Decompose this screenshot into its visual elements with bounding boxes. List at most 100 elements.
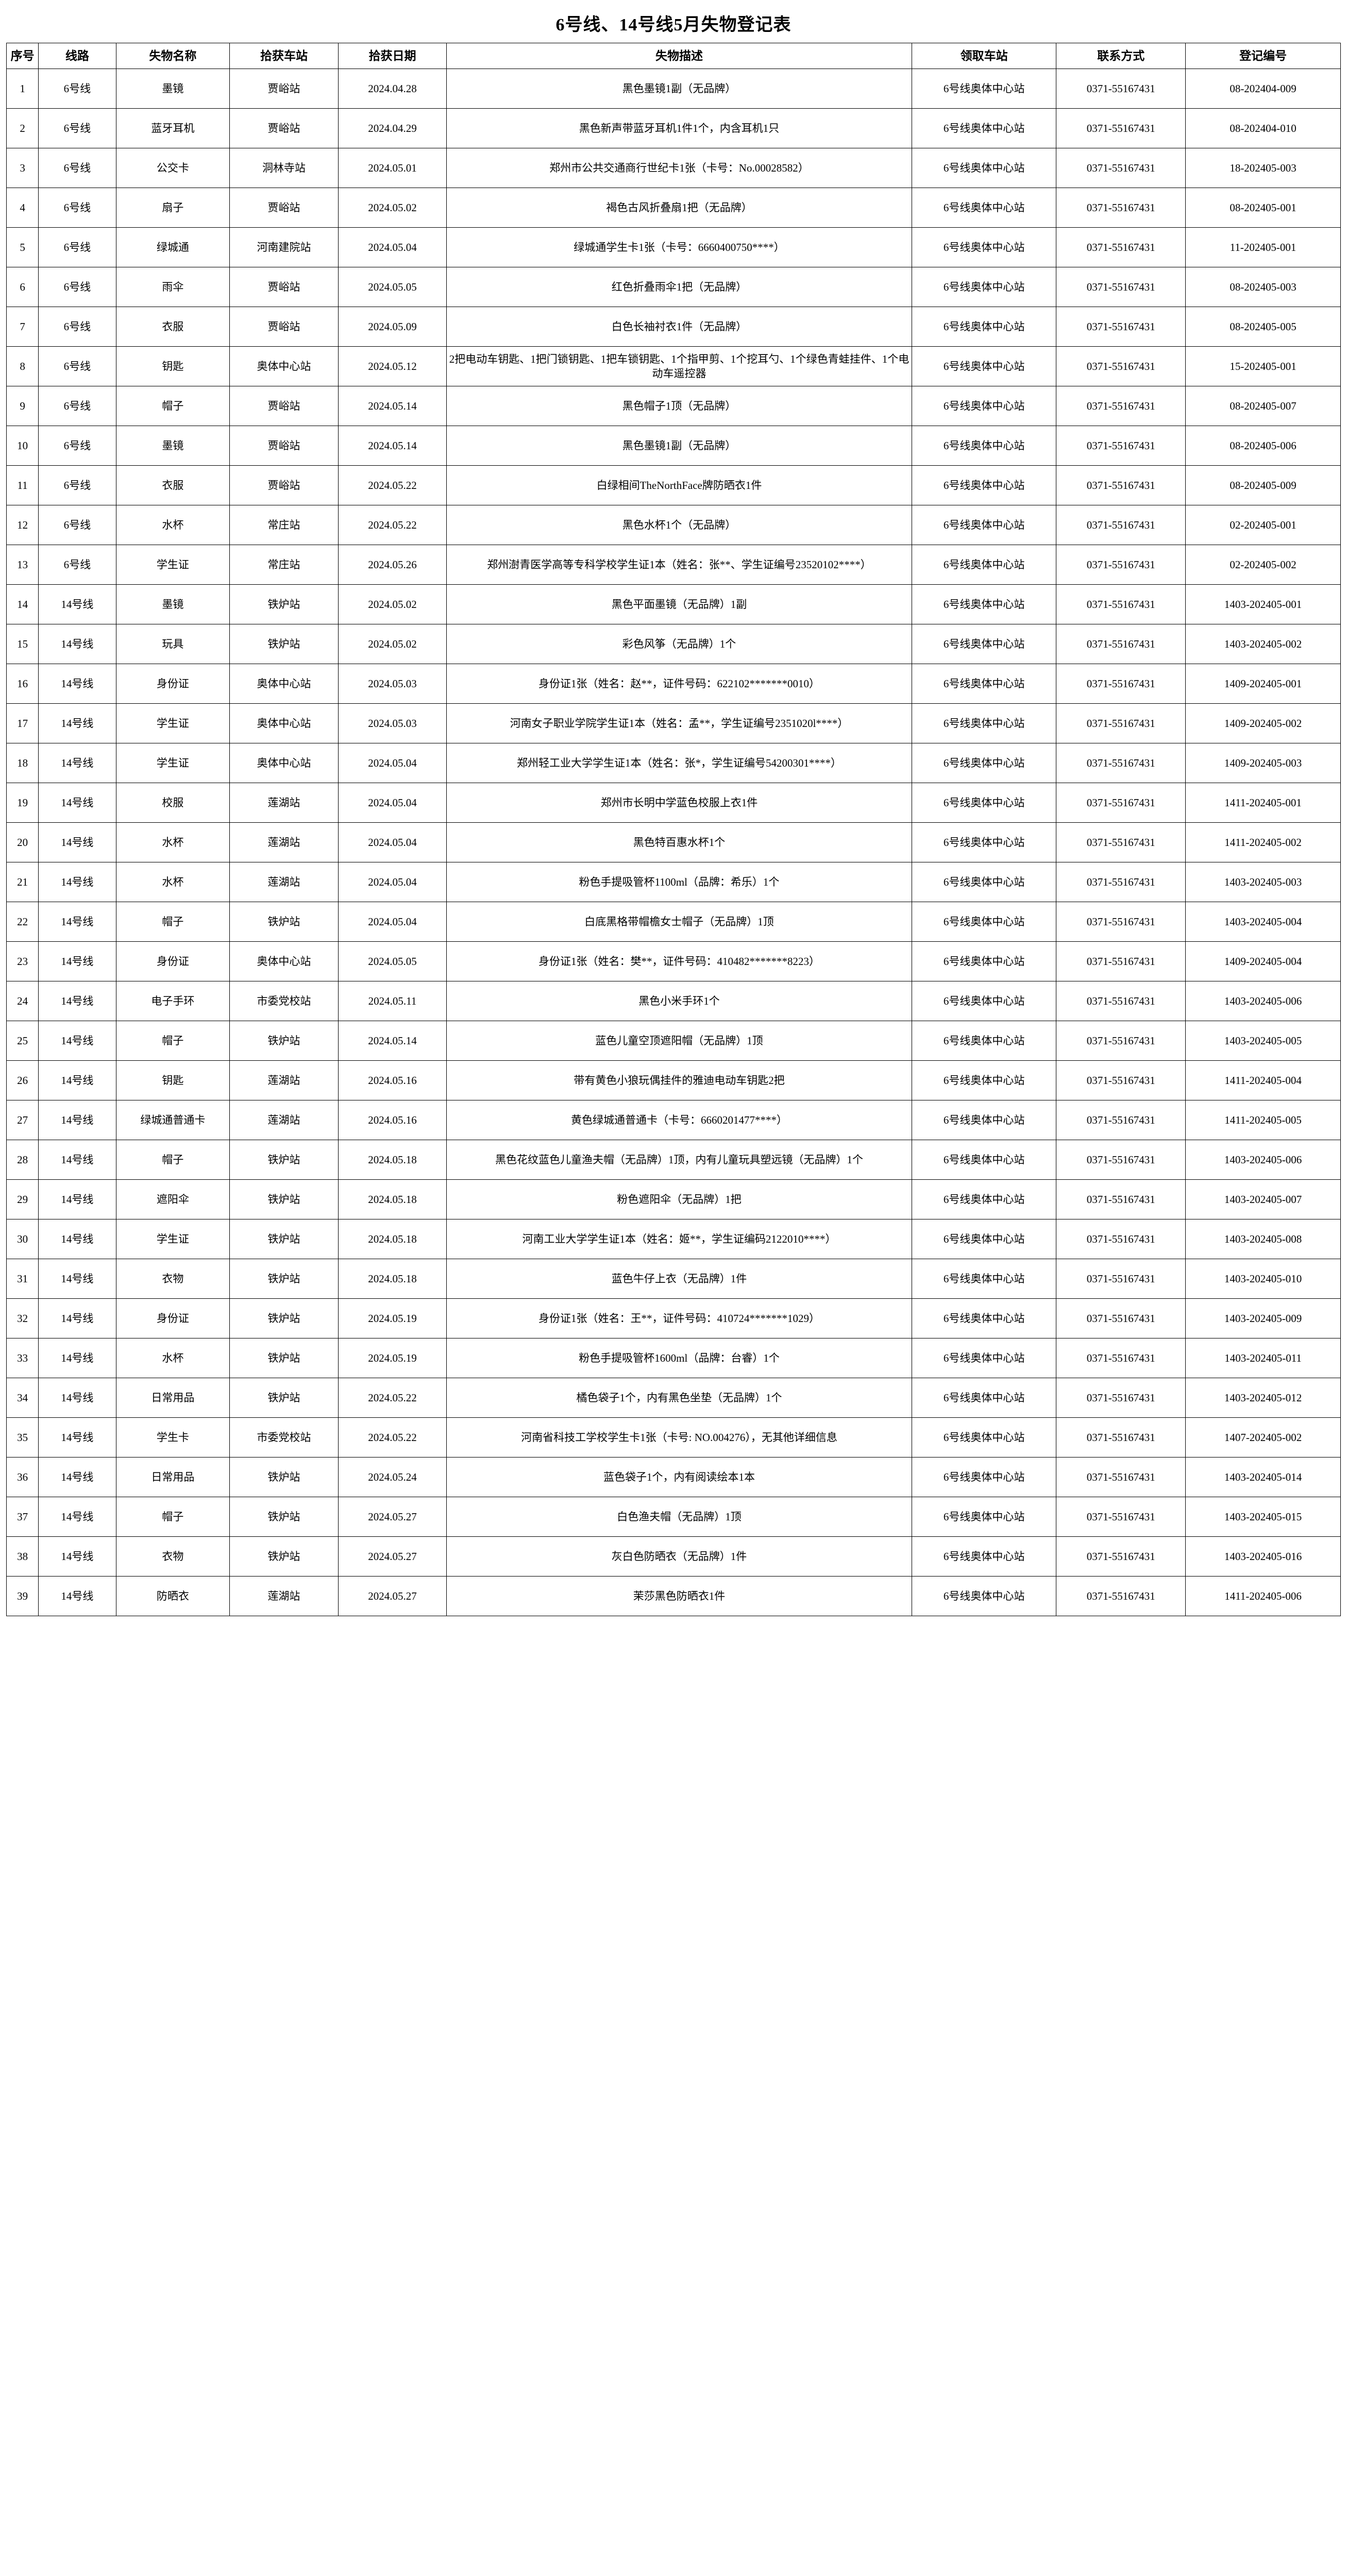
cell-found-date: 2024.05.19 [338, 1298, 447, 1339]
cell-pickup-station: 6号线奥体中心站 [911, 1060, 1057, 1101]
cell-item-name: 校服 [115, 783, 230, 823]
cell-item-name: 帽子 [115, 1497, 230, 1537]
cell-registration-number: 1409-202405-001 [1185, 664, 1341, 704]
cell-description: 粉色手提吸管杯1600ml（品牌：台睿）1个 [446, 1338, 912, 1379]
cell-description: 黑色小米手环1个 [446, 981, 912, 1022]
cell-item-name: 钥匙 [115, 346, 230, 387]
cell-found-station: 奥体中心站 [229, 703, 339, 744]
cell-contact: 0371-55167431 [1056, 1021, 1186, 1061]
cell-description: 蓝色袋子1个，内有阅读绘本1本 [446, 1457, 912, 1498]
cell-line: 14号线 [38, 1417, 116, 1458]
table-row: 12 6号线 水杯 常庄站 2024.05.22 黑色水杯1个（无品牌） 6号线奥体中心站 0… [6, 505, 1341, 546]
cell-found-station: 莲湖站 [229, 1576, 339, 1617]
cell-registration-number: 08-202405-007 [1185, 386, 1341, 427]
cell-index: 38 [6, 1536, 39, 1577]
cell-contact: 0371-55167431 [1056, 822, 1186, 863]
cell-index: 30 [6, 1219, 39, 1260]
cell-description: 黑色墨镜1副（无品牌） [446, 69, 912, 109]
cell-pickup-station: 6号线奥体中心站 [911, 346, 1057, 387]
cell-description: 河南女子职业学院学生证1本（姓名：孟**，学生证编号2351020l****） [446, 703, 912, 744]
cell-found-date: 2024.05.27 [338, 1497, 447, 1537]
cell-found-date: 2024.04.28 [338, 69, 447, 109]
cell-item-name: 衣物 [115, 1536, 230, 1577]
table-row: 7 6号线 衣服 贾峪站 2024.05.09 白色长袖衬衣1件（无品牌） 6号线奥体中心站… [6, 307, 1341, 347]
table-row: 2 6号线 蓝牙耳机 贾峪站 2024.04.29 黑色新声带蓝牙耳机1件1个，内含耳机1… [6, 108, 1341, 149]
table-row: 38 14号线 衣物 铁炉站 2024.05.27 灰白色防晒衣（无品牌）1件 6号线奥体中… [6, 1536, 1341, 1577]
cell-line: 6号线 [38, 307, 116, 347]
cell-line: 14号线 [38, 743, 116, 784]
table-row: 15 14号线 玩具 铁炉站 2024.05.02 彩色风筝（无品牌）1个 6号线奥体中心站… [6, 624, 1341, 665]
cell-pickup-station: 6号线奥体中心站 [911, 584, 1057, 625]
column-header-index: 序号 [6, 42, 39, 70]
cell-contact: 0371-55167431 [1056, 505, 1186, 546]
cell-found-date: 2024.05.01 [338, 148, 447, 189]
cell-registration-number: 1403-202405-010 [1185, 1259, 1341, 1299]
cell-pickup-station: 6号线奥体中心站 [911, 1457, 1057, 1498]
cell-line: 6号线 [38, 69, 116, 109]
cell-pickup-station: 6号线奥体中心站 [911, 545, 1057, 585]
cell-index: 23 [6, 941, 39, 982]
cell-item-name: 学生证 [115, 1219, 230, 1260]
cell-description: 郑州轻工业大学学生证1本（姓名：张*，学生证编号54200301****） [446, 743, 912, 784]
cell-item-name: 雨伞 [115, 267, 230, 308]
cell-found-station: 贾峪站 [229, 108, 339, 149]
cell-pickup-station: 6号线奥体中心站 [911, 386, 1057, 427]
cell-found-date: 2024.05.11 [338, 981, 447, 1022]
cell-index: 25 [6, 1021, 39, 1061]
cell-registration-number: 1411-202405-006 [1185, 1576, 1341, 1617]
table-row: 35 14号线 学生卡 市委党校站 2024.05.22 河南省科技工学校学生卡1张（卡号… [6, 1417, 1341, 1458]
cell-line: 14号线 [38, 1457, 116, 1498]
cell-contact: 0371-55167431 [1056, 1219, 1186, 1260]
cell-found-date: 2024.05.05 [338, 941, 447, 982]
cell-description: 黑色新声带蓝牙耳机1件1个，内含耳机1只 [446, 108, 912, 149]
cell-found-date: 2024.05.04 [338, 783, 447, 823]
cell-registration-number: 1411-202405-001 [1185, 783, 1341, 823]
cell-pickup-station: 6号线奥体中心站 [911, 981, 1057, 1022]
cell-pickup-station: 6号线奥体中心站 [911, 108, 1057, 149]
cell-registration-number: 1403-202405-012 [1185, 1378, 1341, 1418]
cell-found-date: 2024.05.02 [338, 188, 447, 228]
cell-registration-number: 1409-202405-003 [1185, 743, 1341, 784]
cell-registration-number: 08-202405-005 [1185, 307, 1341, 347]
cell-description: 郑州市长明中学蓝色校服上衣1件 [446, 783, 912, 823]
cell-found-date: 2024.05.22 [338, 1417, 447, 1458]
cell-pickup-station: 6号线奥体中心站 [911, 1338, 1057, 1379]
cell-pickup-station: 6号线奥体中心站 [911, 188, 1057, 228]
cell-item-name: 帽子 [115, 902, 230, 942]
cell-pickup-station: 6号线奥体中心站 [911, 664, 1057, 704]
cell-line: 6号线 [38, 346, 116, 387]
cell-line: 14号线 [38, 941, 116, 982]
cell-description: 绿城通学生卡1张（卡号：6660400750****） [446, 227, 912, 268]
cell-index: 26 [6, 1060, 39, 1101]
cell-registration-number: 1403-202405-005 [1185, 1021, 1341, 1061]
cell-contact: 0371-55167431 [1056, 1338, 1186, 1379]
cell-found-station: 铁炉站 [229, 1497, 339, 1537]
cell-found-date: 2024.04.29 [338, 108, 447, 149]
cell-description: 黑色墨镜1副（无品牌） [446, 426, 912, 466]
cell-registration-number: 1409-202405-004 [1185, 941, 1341, 982]
cell-found-station: 市委党校站 [229, 981, 339, 1022]
cell-found-date: 2024.05.12 [338, 346, 447, 387]
table-row: 18 14号线 学生证 奥体中心站 2024.05.04 郑州轻工业大学学生证1本（姓名：… [6, 743, 1341, 784]
cell-index: 12 [6, 505, 39, 546]
column-header-found-date: 拾获日期 [338, 42, 447, 70]
cell-contact: 0371-55167431 [1056, 148, 1186, 189]
cell-pickup-station: 6号线奥体中心站 [911, 1417, 1057, 1458]
cell-index: 15 [6, 624, 39, 665]
table-row: 23 14号线 身份证 奥体中心站 2024.05.05 身份证1张（姓名：樊**，证件号… [6, 941, 1341, 982]
cell-contact: 0371-55167431 [1056, 1378, 1186, 1418]
cell-item-name: 绿城通 [115, 227, 230, 268]
cell-line: 6号线 [38, 148, 116, 189]
cell-found-station: 莲湖站 [229, 862, 339, 903]
cell-pickup-station: 6号线奥体中心站 [911, 941, 1057, 982]
column-header-contact: 联系方式 [1056, 42, 1186, 70]
cell-item-name: 墨镜 [115, 69, 230, 109]
cell-item-name: 水杯 [115, 505, 230, 546]
cell-found-date: 2024.05.18 [338, 1179, 447, 1220]
table-row: 31 14号线 衣物 铁炉站 2024.05.18 蓝色牛仔上衣（无品牌）1件 6号线奥体中… [6, 1259, 1341, 1299]
cell-line: 6号线 [38, 426, 116, 466]
cell-item-name: 学生卡 [115, 1417, 230, 1458]
cell-registration-number: 08-202405-001 [1185, 188, 1341, 228]
cell-registration-number: 1409-202405-002 [1185, 703, 1341, 744]
cell-description: 郑州澍青医学高等专科学校学生证1本（姓名：张**、学生证编号23520102**… [446, 545, 912, 585]
